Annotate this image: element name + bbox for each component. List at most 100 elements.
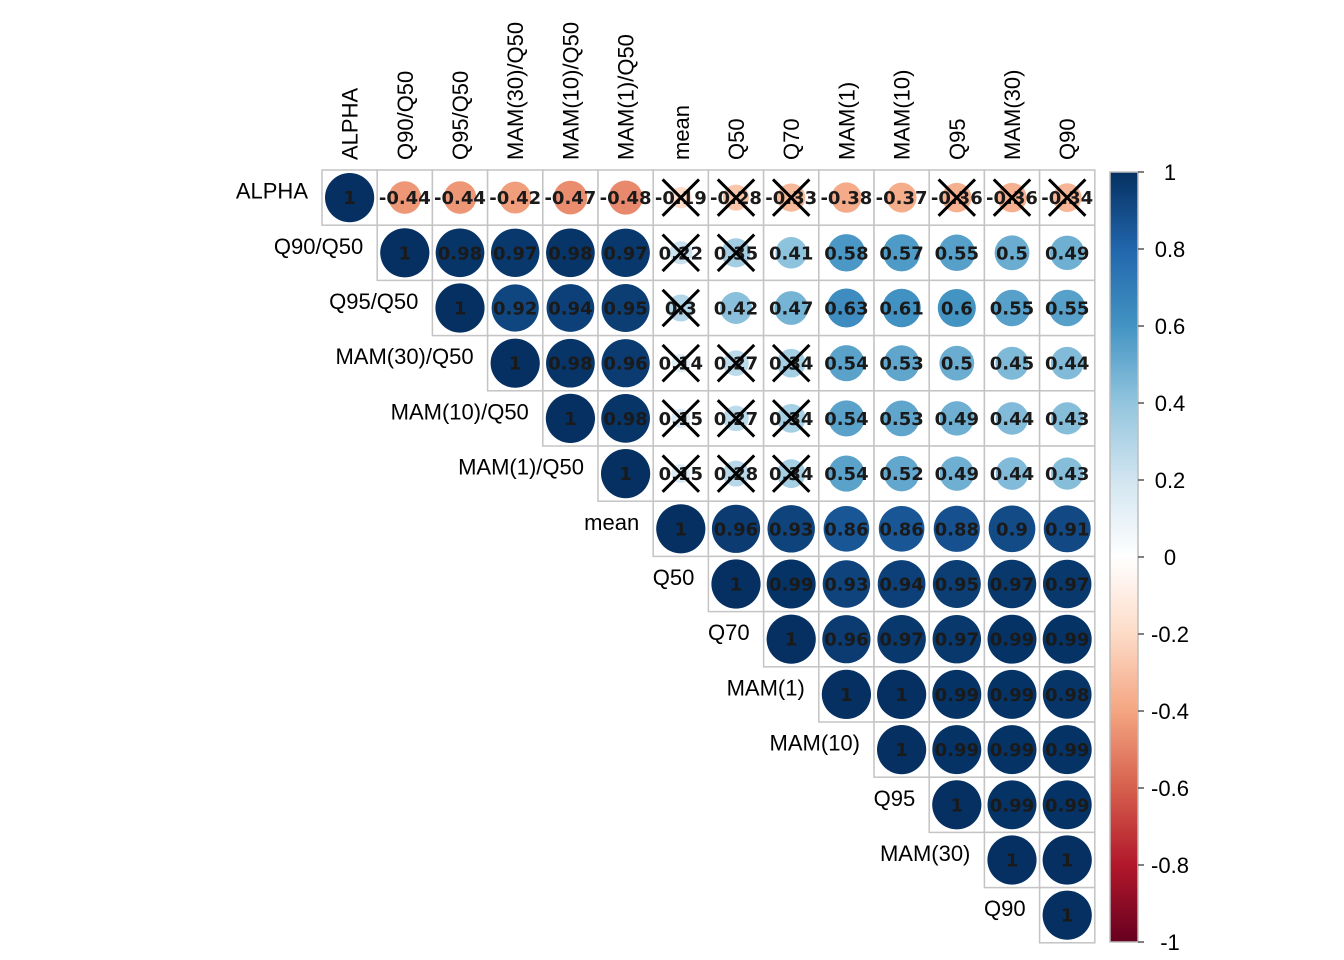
matrix-cell: 0.97 <box>1038 555 1096 613</box>
matrix-cell: 0.6 <box>928 279 986 337</box>
matrix-cell: 0.55 <box>983 279 1041 337</box>
matrix-cell: -0.44 <box>376 169 434 226</box>
correlation-circle <box>932 614 982 664</box>
cell-value-label: 0.97 <box>493 243 537 264</box>
matrix-cell: 0.98 <box>1038 666 1096 723</box>
colorbar-gradient <box>1110 172 1138 942</box>
matrix-cell: 0.99 <box>1038 610 1096 668</box>
column-label-q90: Q90 <box>1055 118 1080 160</box>
cell-value-label: 0.43 <box>1045 409 1089 430</box>
correlation-circle <box>877 614 926 664</box>
matrix-cell: 0.98 <box>542 224 599 282</box>
cell-value-label: 0.98 <box>1045 685 1089 706</box>
matrix-cell: 0.96 <box>597 334 654 392</box>
correlation-circle <box>937 288 976 328</box>
matrix-cell: 0.58 <box>818 224 875 282</box>
cell-value-label: 0.5 <box>996 243 1028 264</box>
cell-value-label: 1 <box>895 685 908 706</box>
correlation-circle <box>1049 235 1085 271</box>
cell-value-label: 0.96 <box>714 519 758 540</box>
matrix-cell: 0.99 <box>1038 776 1096 834</box>
cell-value-label: 0.99 <box>1045 795 1089 816</box>
cell-value-label: 0.49 <box>935 409 979 430</box>
matrix-cell: 0.45 <box>983 334 1041 392</box>
matrix-cell: -0.42 <box>486 169 544 226</box>
matrix-cell: 0.5 <box>928 334 986 392</box>
correlation-circle <box>325 173 375 223</box>
correlation-circle <box>987 559 1037 609</box>
cell-value-label: 0.54 <box>824 409 868 430</box>
matrix-cell: 1 <box>652 500 710 558</box>
matrix-cell: 1 <box>762 610 820 668</box>
correlation-circle <box>608 180 643 215</box>
matrix-cell: 0.94 <box>542 279 599 337</box>
matrix-cell: -0.33 <box>762 169 820 226</box>
cell-value-label: 1 <box>619 464 632 485</box>
cell-value-label: 0.55 <box>1045 299 1089 320</box>
matrix-cell: -0.34 <box>1038 169 1096 226</box>
matrix-cell: -0.28 <box>707 169 765 226</box>
correlation-circle <box>656 504 706 554</box>
insignificant-cross-mark <box>661 233 701 273</box>
matrix-cell: 0.53 <box>873 390 930 447</box>
correlation-circle <box>995 402 1029 435</box>
cell-value-label: 0.52 <box>879 464 923 485</box>
matrix-cell: 0.43 <box>1038 390 1096 447</box>
matrix-cell: 0.99 <box>1038 721 1096 778</box>
row-label-alpha: ALPHA <box>236 179 308 204</box>
correlation-circle <box>545 393 596 443</box>
correlation-circle <box>380 228 430 278</box>
matrix-cell: 0.98 <box>431 224 489 282</box>
cell-value-label: 0.99 <box>1045 630 1089 651</box>
matrix-cell: 0.98 <box>597 390 654 447</box>
matrix-cell: 0.88 <box>928 500 986 558</box>
matrix-cell: 0.54 <box>818 445 875 502</box>
correlation-circle <box>546 338 595 388</box>
column-labels: ALPHA Q90/Q50 Q95/Q50 MAM(30)/Q50 MAM(10)/Q5… <box>338 22 1081 160</box>
cell-value-label: 0.92 <box>493 299 537 320</box>
correlation-circle <box>1048 289 1086 327</box>
cell-value-label: 0.97 <box>990 575 1034 596</box>
matrix-cell: 0.27 <box>707 390 765 447</box>
matrix-cell: 0.52 <box>873 445 930 502</box>
cell-value-label: 0.53 <box>879 409 923 430</box>
colorbar-tick-label: 0.2 <box>1155 468 1186 493</box>
cell-value-label: 0.44 <box>990 464 1034 485</box>
correlation-circle <box>995 457 1029 490</box>
cell-value-label: 0.55 <box>990 299 1034 320</box>
colorbar-tick-label: -1 <box>1160 930 1180 955</box>
matrix-cell: 0.63 <box>818 279 875 337</box>
correlation-circle <box>601 449 651 499</box>
correlation-circle <box>546 284 595 332</box>
row-label-q95-q50: Q95/Q50 <box>329 289 418 314</box>
cell-value-label: 0.99 <box>990 795 1034 816</box>
column-label-q95-q50: Q95/Q50 <box>448 71 473 160</box>
matrix-cell: 0.43 <box>1038 445 1096 502</box>
matrix-cell: 0.34 <box>762 334 820 392</box>
correlation-circle <box>491 284 539 332</box>
correlation-circle <box>993 289 1031 327</box>
cell-value-label: 1 <box>454 299 467 320</box>
matrix-cell: 0.41 <box>762 224 820 282</box>
correlation-circle <box>1042 780 1092 830</box>
correlation-circle <box>987 835 1037 885</box>
correlation-circle <box>601 394 650 443</box>
matrix-cell: 0.99 <box>762 555 820 613</box>
column-label-mam-30-q50: MAM(30)/Q50 <box>503 22 528 160</box>
cell-value-label: 1 <box>840 685 853 706</box>
cell-value-label: 0.93 <box>824 575 868 596</box>
insignificant-cross-mark <box>661 343 701 383</box>
column-label-mam-1-q50: MAM(1)/Q50 <box>614 34 639 160</box>
colorbar: 1 0.8 0.6 0.4 0.2 0 -0.2 -0.4 -0.6 -0.8 -1 <box>1109 160 1189 955</box>
correlation-circle <box>994 235 1030 271</box>
correlation-circle <box>499 181 532 214</box>
colorbar-tick-label: -0.8 <box>1151 853 1189 878</box>
cell-value-label: 0.96 <box>603 354 647 375</box>
matrix-cell: 0.95 <box>928 555 986 613</box>
cell-value-label: 1 <box>951 795 964 816</box>
cell-value-label: 0.91 <box>1045 519 1089 540</box>
cell-value-label: 0.44 <box>1045 354 1089 375</box>
matrix-cell: -0.36 <box>928 169 986 226</box>
matrix-cell: 0.44 <box>983 445 1041 502</box>
matrix-cell: 0.99 <box>983 721 1041 778</box>
